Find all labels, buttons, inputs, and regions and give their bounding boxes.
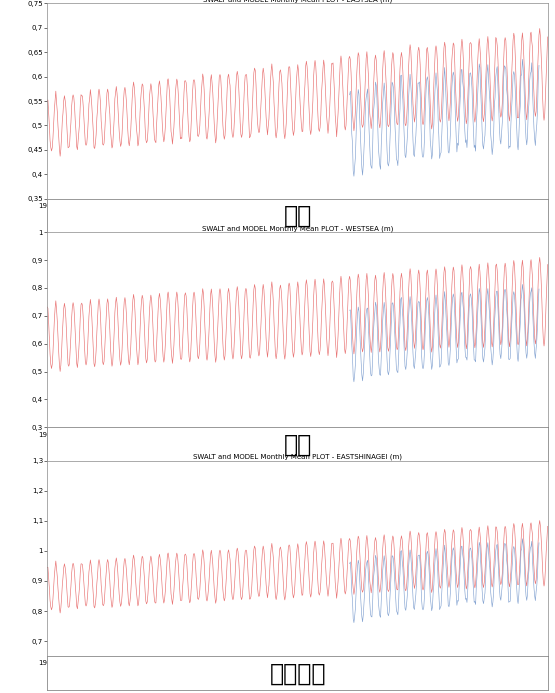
Title: SWALT and MODEL Monthly Mean PLOT - WESTSEA (m): SWALT and MODEL Monthly Mean PLOT - WEST… [202, 225, 393, 231]
Title: SWALT and MODEL Monthly Mean PLOT - EASTSHINAGEI (m): SWALT and MODEL Monthly Mean PLOT - EAST… [193, 454, 402, 460]
Text: 동해: 동해 [284, 204, 312, 228]
Text: 동중국해: 동중국해 [270, 662, 326, 685]
Title: SWALT and MODEL Monthly Mean PLOT - EASTSEA (m): SWALT and MODEL Monthly Mean PLOT - EAST… [203, 0, 392, 3]
Text: 황해: 황해 [284, 433, 312, 457]
